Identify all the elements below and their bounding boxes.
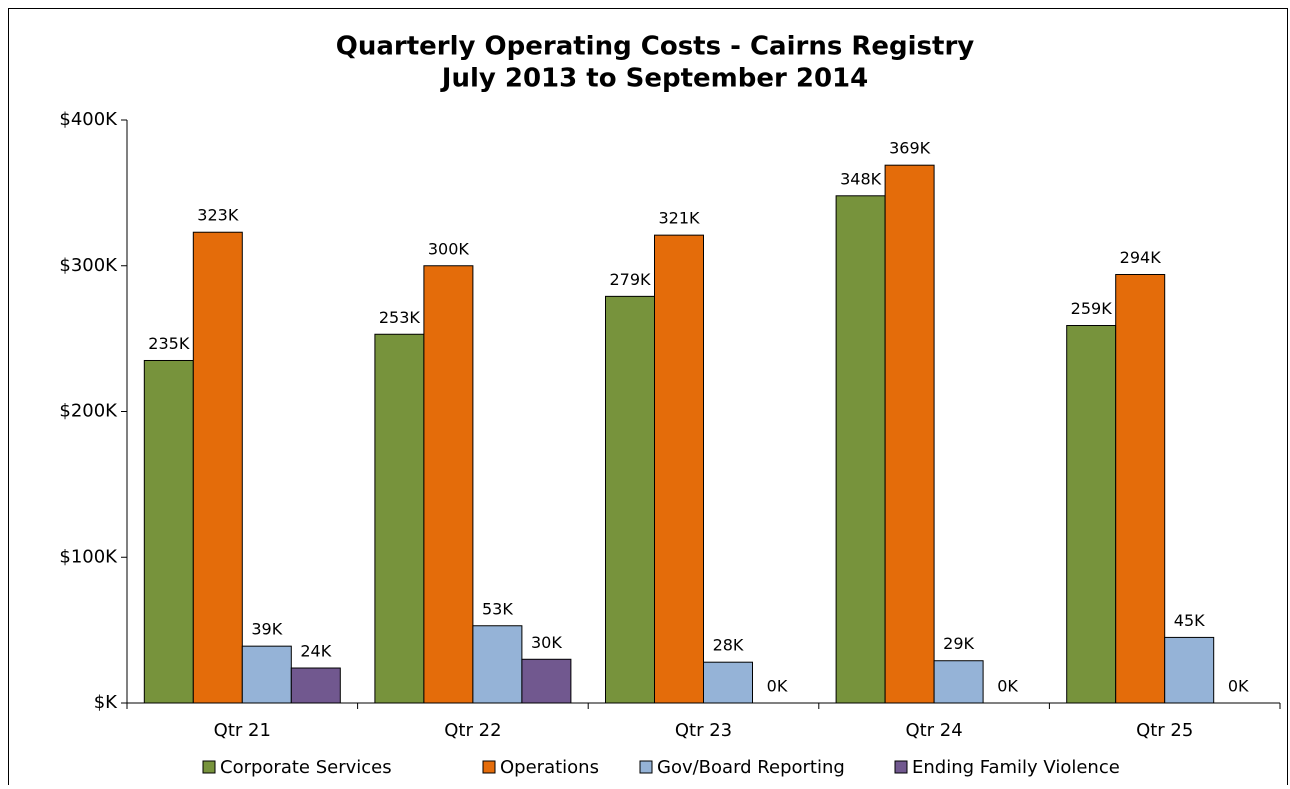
data-label: 253K [379,308,421,327]
x-tick-label: Qtr 24 [905,720,962,741]
x-tick-label: Qtr 23 [675,720,732,741]
bar [884,164,935,704]
y-tick-label: $300K [59,255,118,276]
y-tick-label: $200K [59,401,118,422]
chart-frame [8,8,1288,789]
data-label: 321K [658,209,700,228]
data-label: 53K [482,599,513,618]
data-label: 0K [1228,677,1249,696]
legend-label: Operations [500,757,599,778]
x-tick-label: Qtr 25 [1136,720,1193,741]
chart-title: Quarterly Operating Costs - Cairns Regis… [336,32,975,62]
data-label: 279K [609,270,651,289]
data-label: 30K [531,633,562,652]
data-label: 24K [300,642,331,661]
bar [654,234,704,704]
data-label: 28K [713,636,744,655]
bar [192,231,243,704]
legend-swatch [482,760,496,774]
data-label: 235K [148,334,190,353]
bar [472,625,523,704]
bar [1115,273,1166,704]
legend-swatch [202,760,216,774]
data-label: 0K [997,677,1018,696]
bar [933,660,984,704]
y-tick-label: $K [94,692,118,713]
data-label: 300K [428,239,470,258]
bar [1164,636,1215,704]
data-label: 348K [840,169,882,188]
legend-swatch [894,760,908,774]
x-tick-label: Qtr 22 [444,720,501,741]
bar [241,645,292,704]
legend-label: Corporate Services [220,757,392,778]
bar [143,359,194,704]
data-label: 294K [1120,248,1162,267]
legend-label: Gov/Board Reporting [657,757,845,778]
legend-label: Ending Family Violence [912,757,1120,778]
bar [835,195,886,704]
legend-swatch [639,760,653,774]
y-tick-label: $400K [59,109,118,130]
bar [290,667,341,704]
data-label: 369K [889,139,931,158]
chart-subtitle: July 2013 to September 2014 [440,64,868,94]
data-label: 39K [251,620,282,639]
data-label: 0K [767,677,788,696]
bar [703,661,753,704]
data-label: 45K [1174,611,1205,630]
bar [374,333,425,704]
data-label: 323K [197,206,239,225]
bar [605,295,655,704]
bar [521,658,572,704]
bar [1066,325,1117,704]
data-label: 259K [1071,299,1113,318]
data-label: 29K [943,634,974,653]
y-tick-label: $100K [59,546,118,567]
x-tick-label: Qtr 21 [214,720,271,741]
bar [423,265,474,704]
